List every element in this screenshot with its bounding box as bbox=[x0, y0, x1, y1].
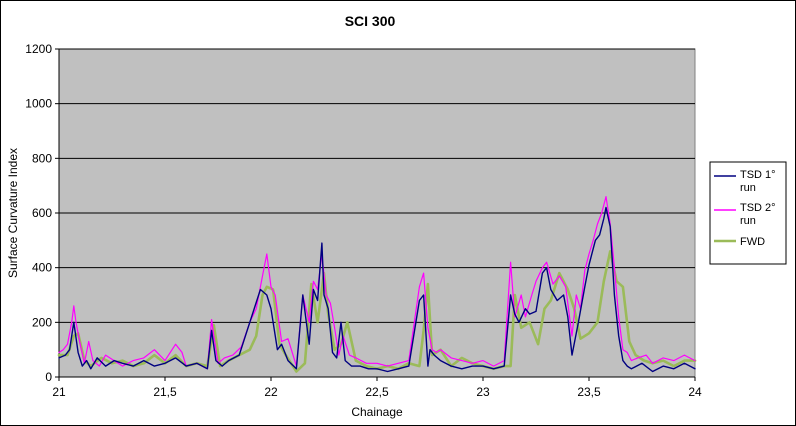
legend-label-1: TSD 1° bbox=[740, 169, 776, 181]
series-line-2 bbox=[58, 196, 696, 370]
series-lines bbox=[57, 196, 697, 373]
legend-label-2: TSD 2° bbox=[740, 202, 776, 214]
y-tick-label: 800 bbox=[32, 151, 52, 165]
y-tick-label: 200 bbox=[32, 315, 52, 329]
x-tick-label: 21 bbox=[52, 385, 66, 399]
legend-label-2: run bbox=[740, 215, 756, 227]
x-tick-label: 24 bbox=[688, 385, 702, 399]
x-tick-label: 22 bbox=[264, 385, 278, 399]
y-tick-label: 600 bbox=[32, 206, 52, 220]
y-tick-label: 1000 bbox=[25, 97, 52, 111]
x-tick-label: 21,5 bbox=[153, 385, 177, 399]
x-axis: 21 21,5 22 22,5 23 23,5 24 bbox=[52, 376, 702, 399]
x-tick-label: 23 bbox=[476, 385, 490, 399]
y-tick-label: 1200 bbox=[25, 42, 52, 56]
legend-box bbox=[709, 161, 787, 265]
x-axis-label: Chainage bbox=[351, 405, 403, 419]
chart-title: SCI 300 bbox=[345, 13, 396, 29]
y-axis: 0 200 400 600 800 1000 1200 bbox=[25, 42, 60, 384]
y-tick-label: 400 bbox=[32, 261, 52, 275]
series-line-1 bbox=[58, 206, 696, 373]
y-axis-label: Surface Curvature Index bbox=[6, 148, 20, 278]
legend-label-1: run bbox=[740, 182, 756, 194]
x-tick-label: 23,5 bbox=[577, 385, 601, 399]
y-tick-label: 0 bbox=[45, 370, 52, 384]
grid-lines bbox=[59, 48, 695, 323]
x-tick-label: 22,5 bbox=[365, 385, 389, 399]
legend-label-3: FWD bbox=[740, 236, 765, 248]
